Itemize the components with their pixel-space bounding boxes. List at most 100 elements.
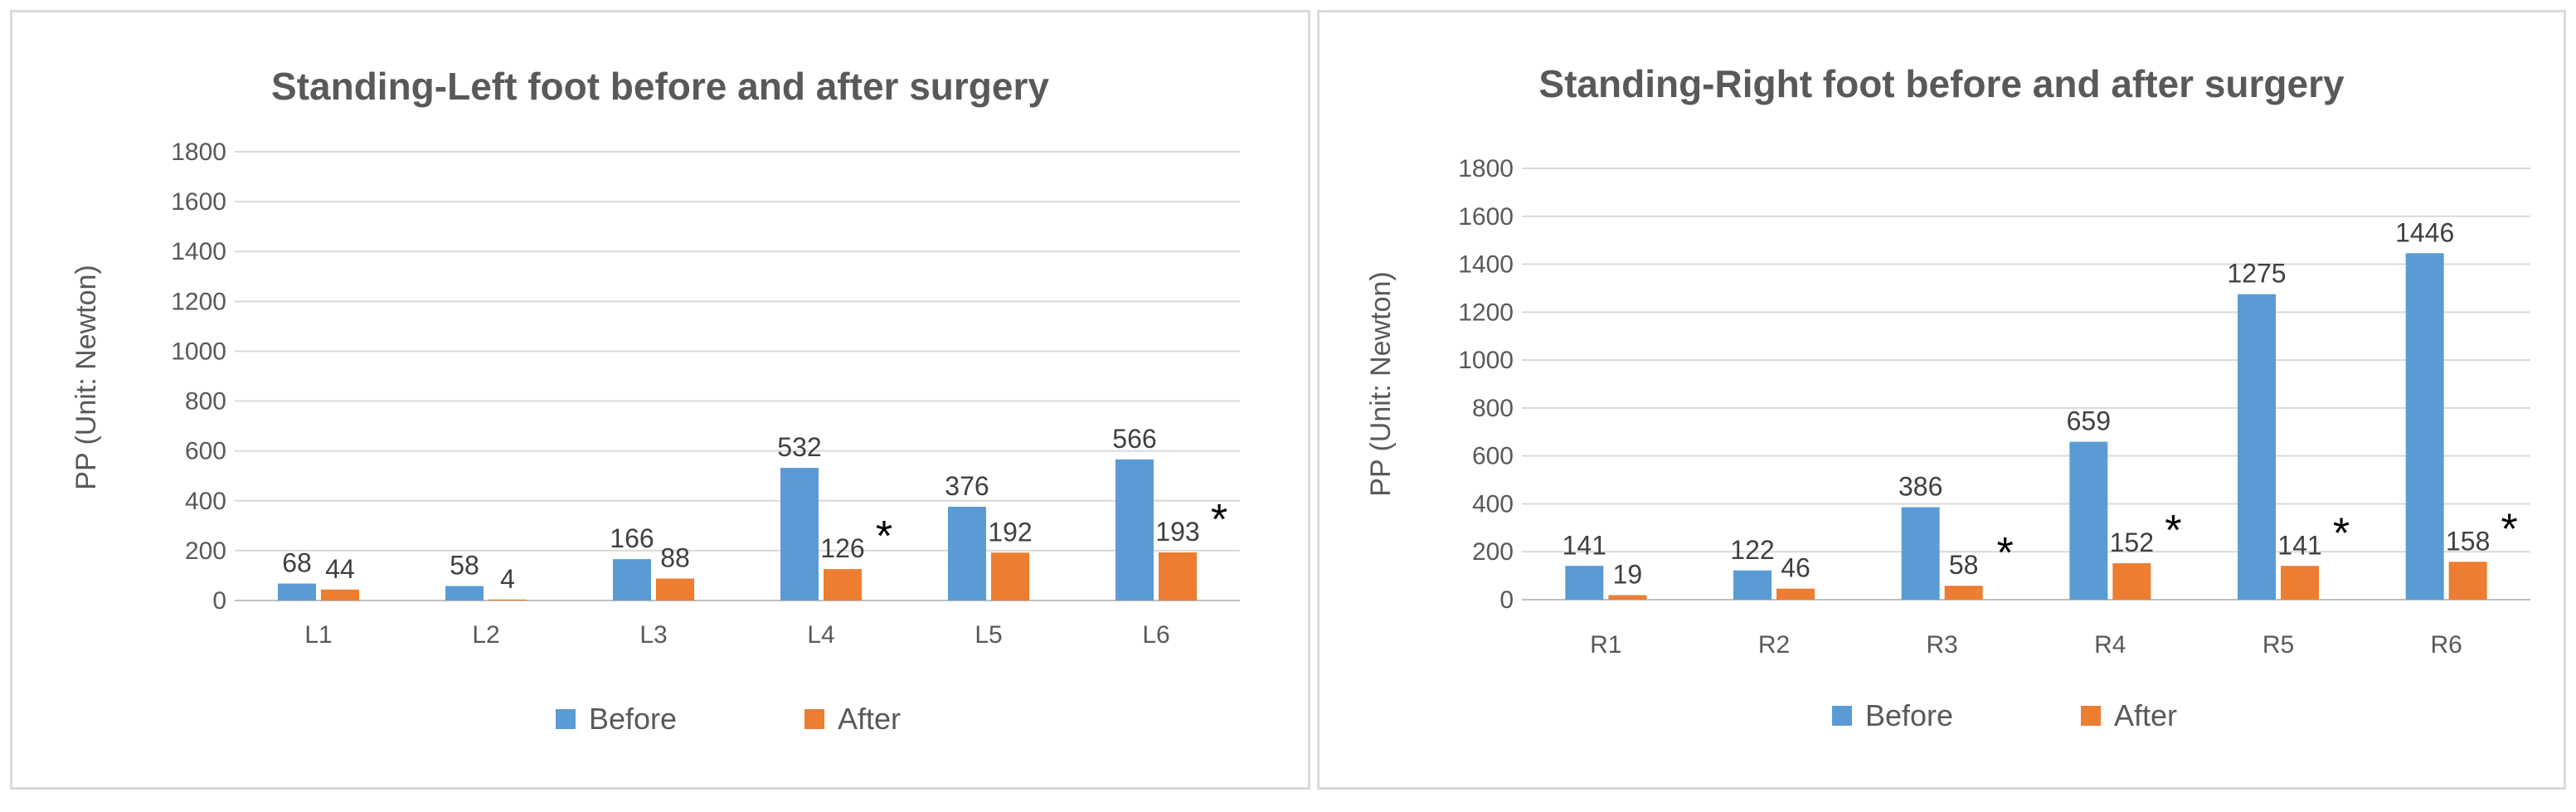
chart-title: Standing-Right foot before and after sur… <box>1538 62 2345 105</box>
x-tick-label: L6 <box>1142 621 1169 649</box>
data-label-before-r1: 141 <box>1563 530 1606 560</box>
y-tick-label: 1400 <box>1458 251 1514 279</box>
data-label-before-r3: 386 <box>1898 471 1942 501</box>
y-tick-label: 200 <box>185 537 226 565</box>
bar-before-r6 <box>2405 253 2444 600</box>
legend-swatch-after <box>804 709 824 729</box>
y-tick-label: 600 <box>185 438 226 465</box>
data-label-after-r3: 58 <box>1949 550 1979 580</box>
y-tick-label: 0 <box>212 587 226 615</box>
y-tick-label: 400 <box>185 488 226 515</box>
bar-after-l6 <box>1159 552 1197 600</box>
chart-title: Standing-Left foot before and after surg… <box>271 65 1049 108</box>
legend-label-before: Before <box>589 702 677 736</box>
x-tick-label: R4 <box>2094 631 2126 659</box>
y-axis-label: PP (Unit: Newton) <box>1365 271 1397 496</box>
data-label-after-l4: 126 <box>820 533 864 563</box>
bar-after-r3 <box>1944 586 1983 600</box>
y-tick-label: 1200 <box>171 288 226 315</box>
legend-label-before: Before <box>1865 698 1953 732</box>
y-tick-label: 1000 <box>171 338 226 365</box>
data-label-before-l3: 166 <box>610 523 654 553</box>
data-label-after-r5: 141 <box>2277 530 2321 560</box>
y-tick-label: 0 <box>1499 586 1514 614</box>
left-foot-chart: Standing-Left foot before and after surg… <box>70 65 1240 736</box>
x-tick-label: L2 <box>472 621 499 649</box>
data-label-before-l2: 58 <box>450 551 479 581</box>
y-tick-label: 1800 <box>171 139 226 166</box>
data-label-before-r5: 1275 <box>2227 259 2286 289</box>
y-tick-label: 200 <box>1472 538 1514 566</box>
data-label-before-r2: 122 <box>1730 535 1774 565</box>
bar-after-r1 <box>1608 595 1647 600</box>
data-label-after-r1: 19 <box>1613 560 1643 590</box>
data-label-after-r4: 152 <box>2110 528 2154 557</box>
data-label-after-l3: 88 <box>660 543 690 573</box>
y-tick-label: 1000 <box>1458 347 1514 374</box>
y-tick-label: 1600 <box>1458 203 1514 231</box>
x-tick-label: R3 <box>1926 631 1957 659</box>
right-foot-chart: Standing-Right foot before and after sur… <box>1365 62 2530 732</box>
significance-marker-r3: * <box>1997 529 2014 577</box>
right-foot-chart-panel: Standing-Right foot before and after sur… <box>1317 10 2566 790</box>
y-tick-label: 1400 <box>171 238 226 265</box>
y-tick-label: 800 <box>1472 395 1514 422</box>
bar-after-l3 <box>656 578 694 600</box>
data-label-before-l6: 566 <box>1112 424 1156 454</box>
x-tick-label: R2 <box>1758 631 1790 659</box>
bar-before-l1 <box>278 583 316 600</box>
bar-before-l5 <box>948 506 986 600</box>
significance-marker-r4: * <box>2165 507 2181 555</box>
x-tick-label: L1 <box>304 621 332 649</box>
legend-swatch-after <box>2081 706 2101 726</box>
bar-before-r3 <box>1901 507 1940 600</box>
bar-after-l1 <box>321 589 359 600</box>
bar-before-l3 <box>613 559 651 600</box>
y-tick-label: 1600 <box>171 188 226 216</box>
bar-before-r5 <box>2238 294 2276 600</box>
x-tick-label: L3 <box>639 621 667 649</box>
legend-swatch-before <box>1832 706 1852 726</box>
bar-after-r4 <box>2112 563 2151 600</box>
significance-marker-l4: * <box>876 513 892 561</box>
bar-before-l4 <box>780 468 819 600</box>
y-tick-label: 1800 <box>1458 155 1514 182</box>
legend-label-after: After <box>2114 698 2177 732</box>
x-tick-label: L5 <box>975 621 1002 649</box>
y-tick-label: 400 <box>1472 490 1514 518</box>
bar-before-l2 <box>445 586 484 600</box>
bar-before-r2 <box>1733 570 1772 600</box>
bar-after-l5 <box>991 552 1029 600</box>
bar-before-r4 <box>2069 441 2108 600</box>
data-label-after-l5: 192 <box>988 517 1032 547</box>
data-label-before-r4: 659 <box>2067 406 2111 436</box>
data-label-after-l6: 193 <box>1155 517 1199 547</box>
data-label-after-l1: 44 <box>325 554 355 584</box>
legend-swatch-before <box>556 709 576 729</box>
data-label-before-l4: 532 <box>777 432 821 462</box>
y-axis-label: PP (Unit: Newton) <box>70 265 102 489</box>
data-label-before-l1: 68 <box>282 548 312 578</box>
y-tick-label: 1200 <box>1458 299 1514 326</box>
x-tick-label: R1 <box>1590 631 1621 659</box>
significance-marker-r6: * <box>2501 505 2518 553</box>
bar-before-l6 <box>1115 459 1154 600</box>
x-tick-label: R5 <box>2263 631 2294 659</box>
y-tick-label: 800 <box>185 388 226 416</box>
x-tick-label: L4 <box>807 621 834 649</box>
legend-label-after: After <box>838 702 901 736</box>
y-tick-label: 600 <box>1472 443 1514 470</box>
bar-after-l4 <box>824 569 862 600</box>
bar-before-r1 <box>1565 566 1604 600</box>
significance-marker-r5: * <box>2333 509 2350 557</box>
data-label-after-r2: 46 <box>1781 553 1810 583</box>
bar-after-r5 <box>2281 566 2319 600</box>
data-label-after-r6: 158 <box>2446 526 2490 556</box>
x-tick-label: R6 <box>2430 631 2462 659</box>
bar-after-r2 <box>1776 588 1815 600</box>
bar-after-r6 <box>2448 562 2487 600</box>
data-label-before-r6: 1446 <box>2395 217 2454 247</box>
significance-marker-l6: * <box>1211 496 1227 544</box>
data-label-before-l5: 376 <box>945 471 989 501</box>
data-label-after-l2: 4 <box>500 564 515 594</box>
